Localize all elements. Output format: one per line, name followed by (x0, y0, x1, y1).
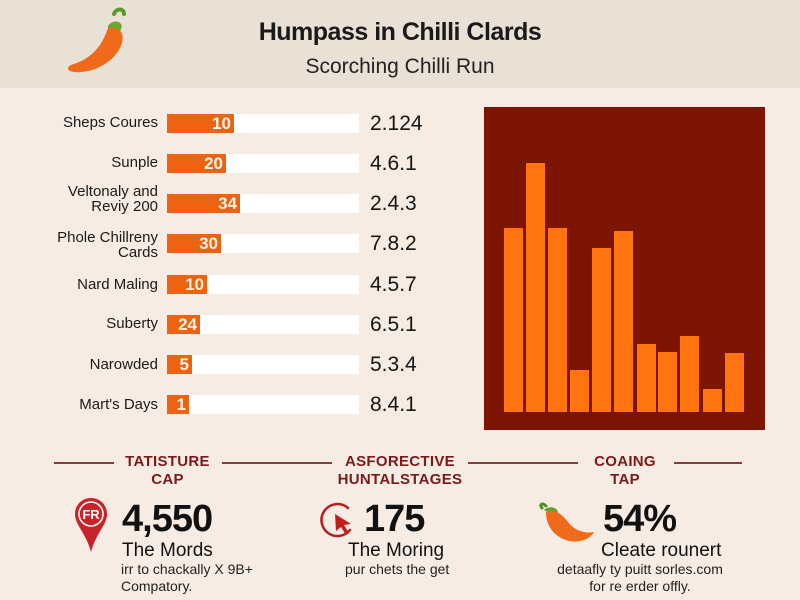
bar-fill: 34 (167, 194, 240, 213)
stat-number: 175 (364, 498, 425, 540)
chart-bar (570, 370, 589, 412)
chart-bar (680, 336, 699, 412)
bar-right-value: 4.6.1 (370, 152, 417, 175)
bar-right-value: 6.5.1 (370, 313, 417, 336)
bar-track: 24 (167, 315, 359, 334)
bar-fill: 10 (167, 114, 234, 133)
bar-right-value: 2.124 (370, 112, 423, 135)
chili-pepper-icon (68, 7, 126, 73)
location-pin-fr-icon: FR (75, 498, 107, 552)
header: Humpass in Chilli Clards Scorching Chill… (0, 0, 800, 88)
page-subtitle: Scorching Chilli Run (305, 55, 495, 78)
bar-row: Mart's Days 1 8.4.1 (30, 393, 470, 433)
stat-number: 4,550 (122, 498, 213, 540)
chart-bar (548, 228, 567, 412)
bar-row: Phole Chillreny Cards 30 7.8.2 (30, 230, 470, 272)
divider (674, 462, 742, 464)
bar-right-value: 5.3.4 (370, 353, 417, 376)
bar-track: 1 (167, 395, 359, 414)
bar-track: 30 (167, 234, 359, 253)
section-heading: ASFORECTIVE HUNTALSTAGES (337, 453, 463, 488)
chart-bar (592, 248, 611, 412)
bar-fill: 10 (167, 275, 207, 294)
bar-fill: 20 (167, 154, 226, 173)
chart-bar (725, 353, 744, 412)
divider (468, 462, 578, 464)
chili-pepper-icon (539, 502, 594, 542)
stat-caption: The Moring (348, 540, 445, 561)
chart-bar (703, 389, 722, 412)
bar-right-value: 7.8.2 (370, 232, 417, 255)
chart-bar (504, 228, 523, 412)
bar-fill: 1 (167, 395, 189, 414)
bar-fill: 5 (167, 355, 192, 374)
bar-row: Sheps Coures 10 2.124 (30, 112, 470, 152)
bar-label: Sheps Coures (62, 114, 158, 131)
section-heading: COAING TAP (594, 453, 656, 488)
bar-label: Veltonaly and Reviy 200 (67, 183, 158, 215)
bar-right-value: 4.5.7 (370, 273, 417, 296)
bar-label: Sunple (111, 154, 158, 171)
stat-caption: Cleate rounert (601, 540, 722, 561)
bar-right-value: 2.4.3 (370, 192, 417, 215)
bar-track: 34 (167, 194, 359, 213)
bar-track: 10 (167, 114, 359, 133)
bar-label: Narowded (89, 356, 158, 373)
chart-bar (658, 352, 677, 412)
chart-bar (614, 231, 633, 412)
bar-row: Suberty 24 6.5.1 (30, 313, 470, 353)
bar-label: Phole Chillreny Cards (57, 229, 158, 261)
cursor-click-icon (320, 502, 352, 538)
divider (54, 462, 114, 464)
bar-label: Nard Maling (77, 276, 158, 293)
bar-track: 5 (167, 355, 359, 374)
bar-track: 20 (167, 154, 359, 173)
stat-description: pur chets the get (345, 561, 450, 577)
stat-description: irr to chackally X 9B+ Compatory. (121, 561, 253, 594)
section-heading: TATISTURE CAP (125, 453, 210, 488)
bar-track: 10 (167, 275, 359, 294)
bar-row: Narowded 5 5.3.4 (30, 353, 470, 393)
vertical-bar-chart (484, 107, 765, 430)
divider (222, 462, 332, 464)
bar-fill: 24 (167, 315, 200, 334)
bar-row: Veltonaly and Reviy 200 34 2.4.3 (30, 184, 470, 232)
bar-label: Suberty (106, 315, 158, 332)
stat-description: detaafly ty puitt sorles.com for re erder… (557, 561, 723, 594)
stat-number: 54% (603, 498, 677, 540)
chart-bar (526, 163, 545, 412)
bar-row: Nard Maling 10 4.5.7 (30, 273, 470, 313)
chart-bar (637, 344, 656, 412)
page-title: Humpass in Chilli Clards (258, 18, 542, 46)
svg-text:FR: FR (82, 507, 100, 522)
bar-row: Sunple 20 4.6.1 (30, 152, 470, 192)
bar-fill: 30 (167, 234, 221, 253)
stat-caption: The Mords (122, 540, 213, 561)
bar-right-value: 8.4.1 (370, 393, 417, 416)
bar-label: Mart's Days (79, 396, 158, 413)
